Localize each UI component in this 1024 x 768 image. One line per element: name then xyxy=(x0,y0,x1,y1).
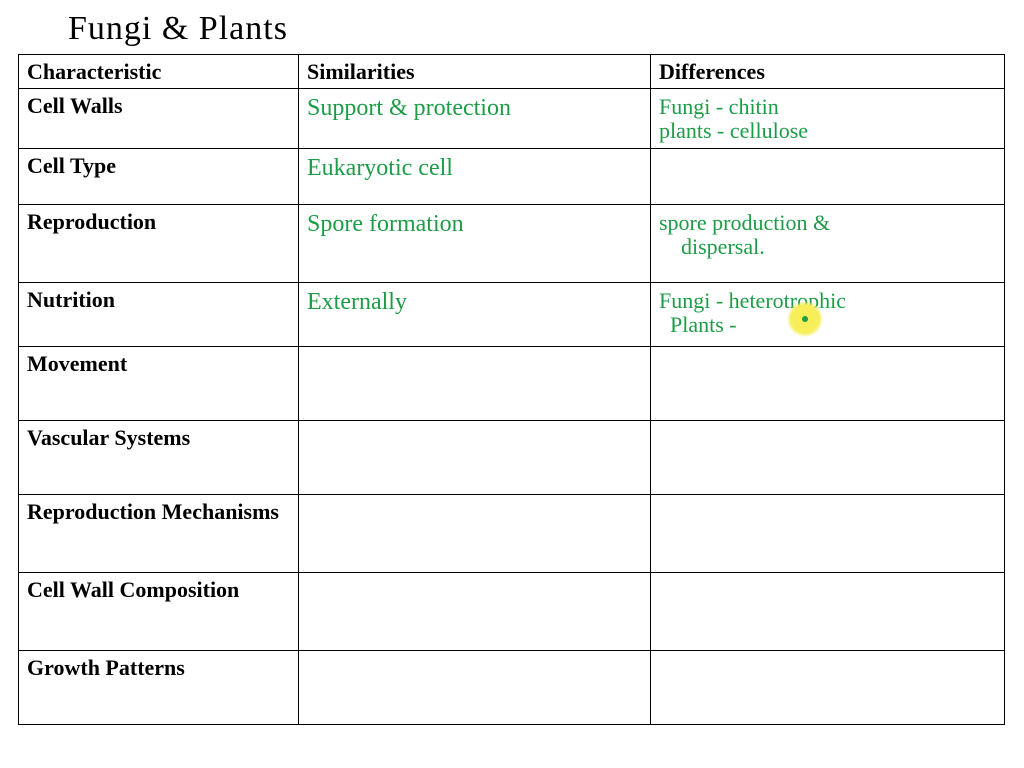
cell-difference: Fungi - chitin plants - cellulose xyxy=(659,93,996,143)
cell-characteristic: Cell Wall Composition xyxy=(27,577,290,602)
col-header-similarities: Similarities xyxy=(299,55,651,89)
table-row: Reproduction Mechanisms xyxy=(19,495,1005,573)
cell-characteristic: Growth Patterns xyxy=(27,655,290,680)
cell-similarity xyxy=(307,655,642,657)
table-row: Movement xyxy=(19,347,1005,421)
col-header-differences: Differences xyxy=(651,55,1005,89)
worksheet-page: { "title": "Fungi & Plants", "columns": … xyxy=(0,0,1024,768)
cell-difference xyxy=(659,499,996,501)
cell-characteristic: Cell Type xyxy=(27,153,290,178)
table-row: Vascular Systems xyxy=(19,421,1005,495)
cell-characteristic: Reproduction Mechanisms xyxy=(27,499,290,524)
table-row: Cell Wall Composition xyxy=(19,573,1005,651)
cell-characteristic: Vascular Systems xyxy=(27,425,290,450)
table-row: Nutrition Externally Fungi - heterotroph… xyxy=(19,283,1005,347)
table-row: Cell Type Eukaryotic cell xyxy=(19,149,1005,205)
table-row: Growth Patterns xyxy=(19,651,1005,725)
cell-similarity: Externally xyxy=(307,287,642,315)
cell-similarity xyxy=(307,425,642,427)
cell-similarity xyxy=(307,577,642,579)
cell-similarity: Support & protection xyxy=(307,93,642,121)
table-row: Reproduction Spore formation spore produ… xyxy=(19,205,1005,283)
cell-difference: spore production & dispersal. xyxy=(659,209,996,259)
cell-difference: Fungi - heterotrophic Plants - xyxy=(659,287,996,337)
cell-characteristic: Movement xyxy=(27,351,290,376)
cell-difference xyxy=(659,425,996,427)
cell-difference xyxy=(659,577,996,579)
col-header-characteristic: Characteristic xyxy=(19,55,299,89)
cell-similarity xyxy=(307,351,642,353)
cell-characteristic: Nutrition xyxy=(27,287,290,312)
cell-characteristic: Reproduction xyxy=(27,209,290,234)
cell-difference xyxy=(659,153,996,155)
cell-characteristic: Cell Walls xyxy=(27,93,290,118)
comparison-table: Characteristic Similarities Differences … xyxy=(18,54,1005,725)
page-title: Fungi & Plants xyxy=(18,10,1006,48)
table-row: Cell Walls Support & protection Fungi - … xyxy=(19,89,1005,149)
cell-difference xyxy=(659,655,996,657)
cell-similarity xyxy=(307,499,642,501)
cell-difference xyxy=(659,351,996,353)
table-header-row: Characteristic Similarities Differences xyxy=(19,55,1005,89)
cell-similarity: Spore formation xyxy=(307,209,642,237)
cell-similarity: Eukaryotic cell xyxy=(307,153,642,181)
